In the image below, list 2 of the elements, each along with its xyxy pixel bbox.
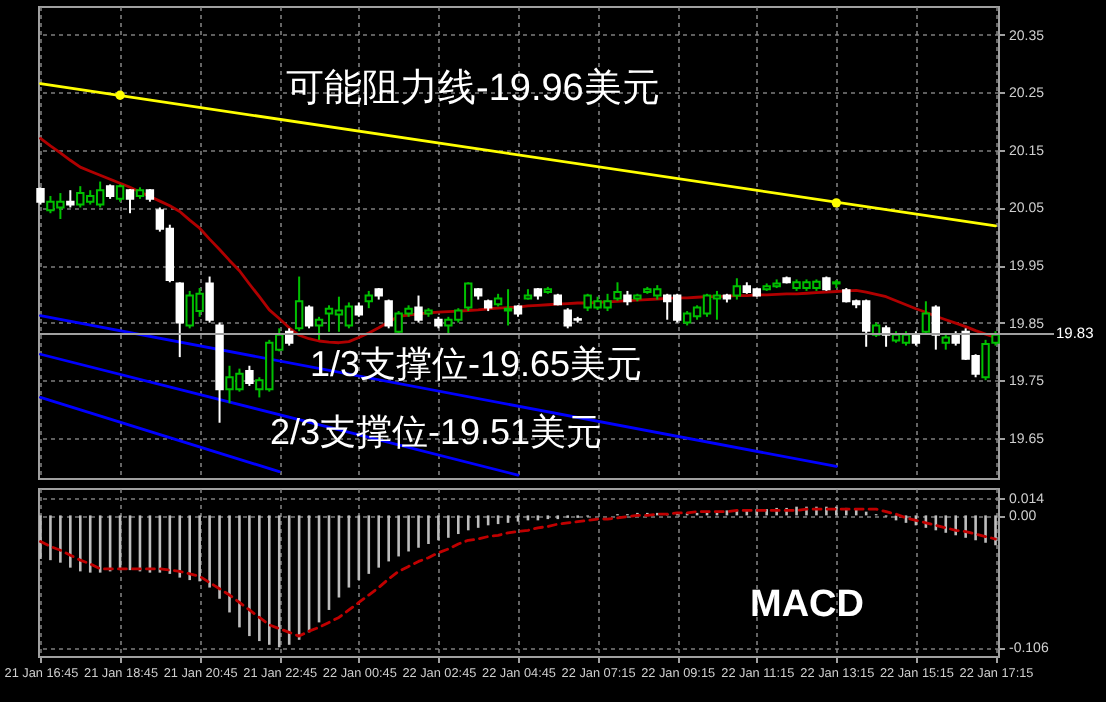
annotation: MACD bbox=[750, 584, 864, 626]
annotation: 可能阻力线-19.96美元 bbox=[286, 66, 660, 110]
